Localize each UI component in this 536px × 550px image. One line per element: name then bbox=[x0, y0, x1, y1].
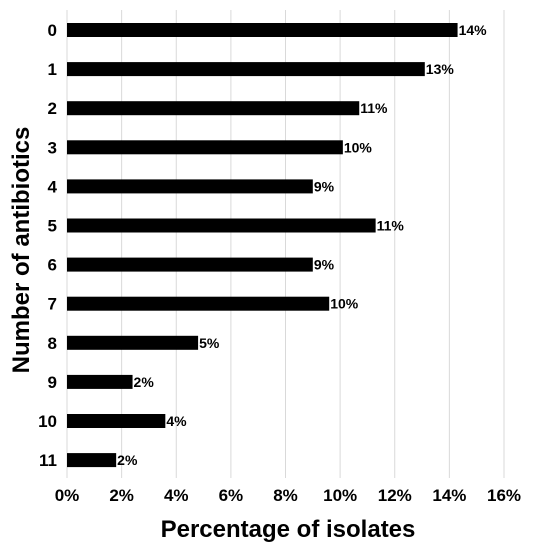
x-tick-label: 16% bbox=[487, 486, 521, 505]
y-tick-label: 0 bbox=[48, 21, 57, 40]
y-tick-label: 6 bbox=[48, 256, 57, 275]
y-tick-label: 7 bbox=[48, 295, 57, 314]
y-tick-label: 5 bbox=[48, 217, 57, 236]
data-label: 9% bbox=[314, 257, 335, 273]
bar bbox=[67, 414, 166, 428]
data-label: 2% bbox=[134, 374, 155, 390]
bar bbox=[67, 218, 376, 233]
x-tick-label: 12% bbox=[378, 486, 412, 505]
data-label: 14% bbox=[459, 22, 488, 38]
y-tick-labels: 0 1 2 3 4 5 6 7 8 9 10 11 bbox=[38, 21, 57, 470]
y-tick-label: 9 bbox=[48, 373, 57, 392]
bar bbox=[67, 374, 133, 389]
data-labels: 14% 13% 11% 10% 9% 11% 9% 10% 5% 2% 4% 2% bbox=[117, 22, 487, 468]
x-tick-label: 0% bbox=[55, 486, 80, 505]
y-tick-label: 3 bbox=[48, 138, 57, 157]
data-label: 2% bbox=[117, 452, 138, 468]
bar bbox=[67, 23, 458, 37]
x-tick-label: 10% bbox=[323, 486, 357, 505]
bar bbox=[67, 453, 117, 468]
x-tick-label: 2% bbox=[109, 486, 134, 505]
data-label: 11% bbox=[377, 218, 405, 234]
x-tick-label: 6% bbox=[219, 486, 244, 505]
data-label: 9% bbox=[314, 178, 335, 194]
bar bbox=[67, 257, 313, 272]
y-axis-title: Number of antibiotics bbox=[8, 127, 35, 374]
x-tick-label: 4% bbox=[164, 486, 189, 505]
y-tick-label: 8 bbox=[48, 334, 57, 353]
y-tick-label: 4 bbox=[48, 177, 58, 196]
bar bbox=[67, 179, 313, 194]
y-tick-label: 2 bbox=[48, 99, 57, 118]
y-tick-label: 10 bbox=[38, 412, 57, 431]
bars bbox=[67, 23, 458, 468]
data-label: 5% bbox=[199, 335, 220, 351]
x-tick-label: 14% bbox=[432, 486, 466, 505]
data-label: 10% bbox=[344, 139, 373, 155]
y-tick-label: 1 bbox=[48, 60, 57, 79]
x-tick-label: 8% bbox=[273, 486, 298, 505]
bar bbox=[67, 140, 343, 155]
bar bbox=[67, 296, 330, 311]
data-label: 10% bbox=[330, 296, 359, 312]
data-label: 4% bbox=[166, 413, 187, 429]
bar bbox=[67, 101, 360, 116]
data-label: 13% bbox=[426, 61, 455, 77]
x-axis-title: Percentage of isolates bbox=[161, 516, 416, 543]
gridlines bbox=[66, 10, 505, 478]
x-tick-labels: 0% 2% 4% 6% 8% 10% 12% 14% 16% bbox=[55, 486, 521, 505]
bar bbox=[67, 335, 199, 350]
data-label: 11% bbox=[360, 100, 388, 116]
y-tick-label: 11 bbox=[39, 451, 57, 470]
bar bbox=[67, 62, 425, 77]
